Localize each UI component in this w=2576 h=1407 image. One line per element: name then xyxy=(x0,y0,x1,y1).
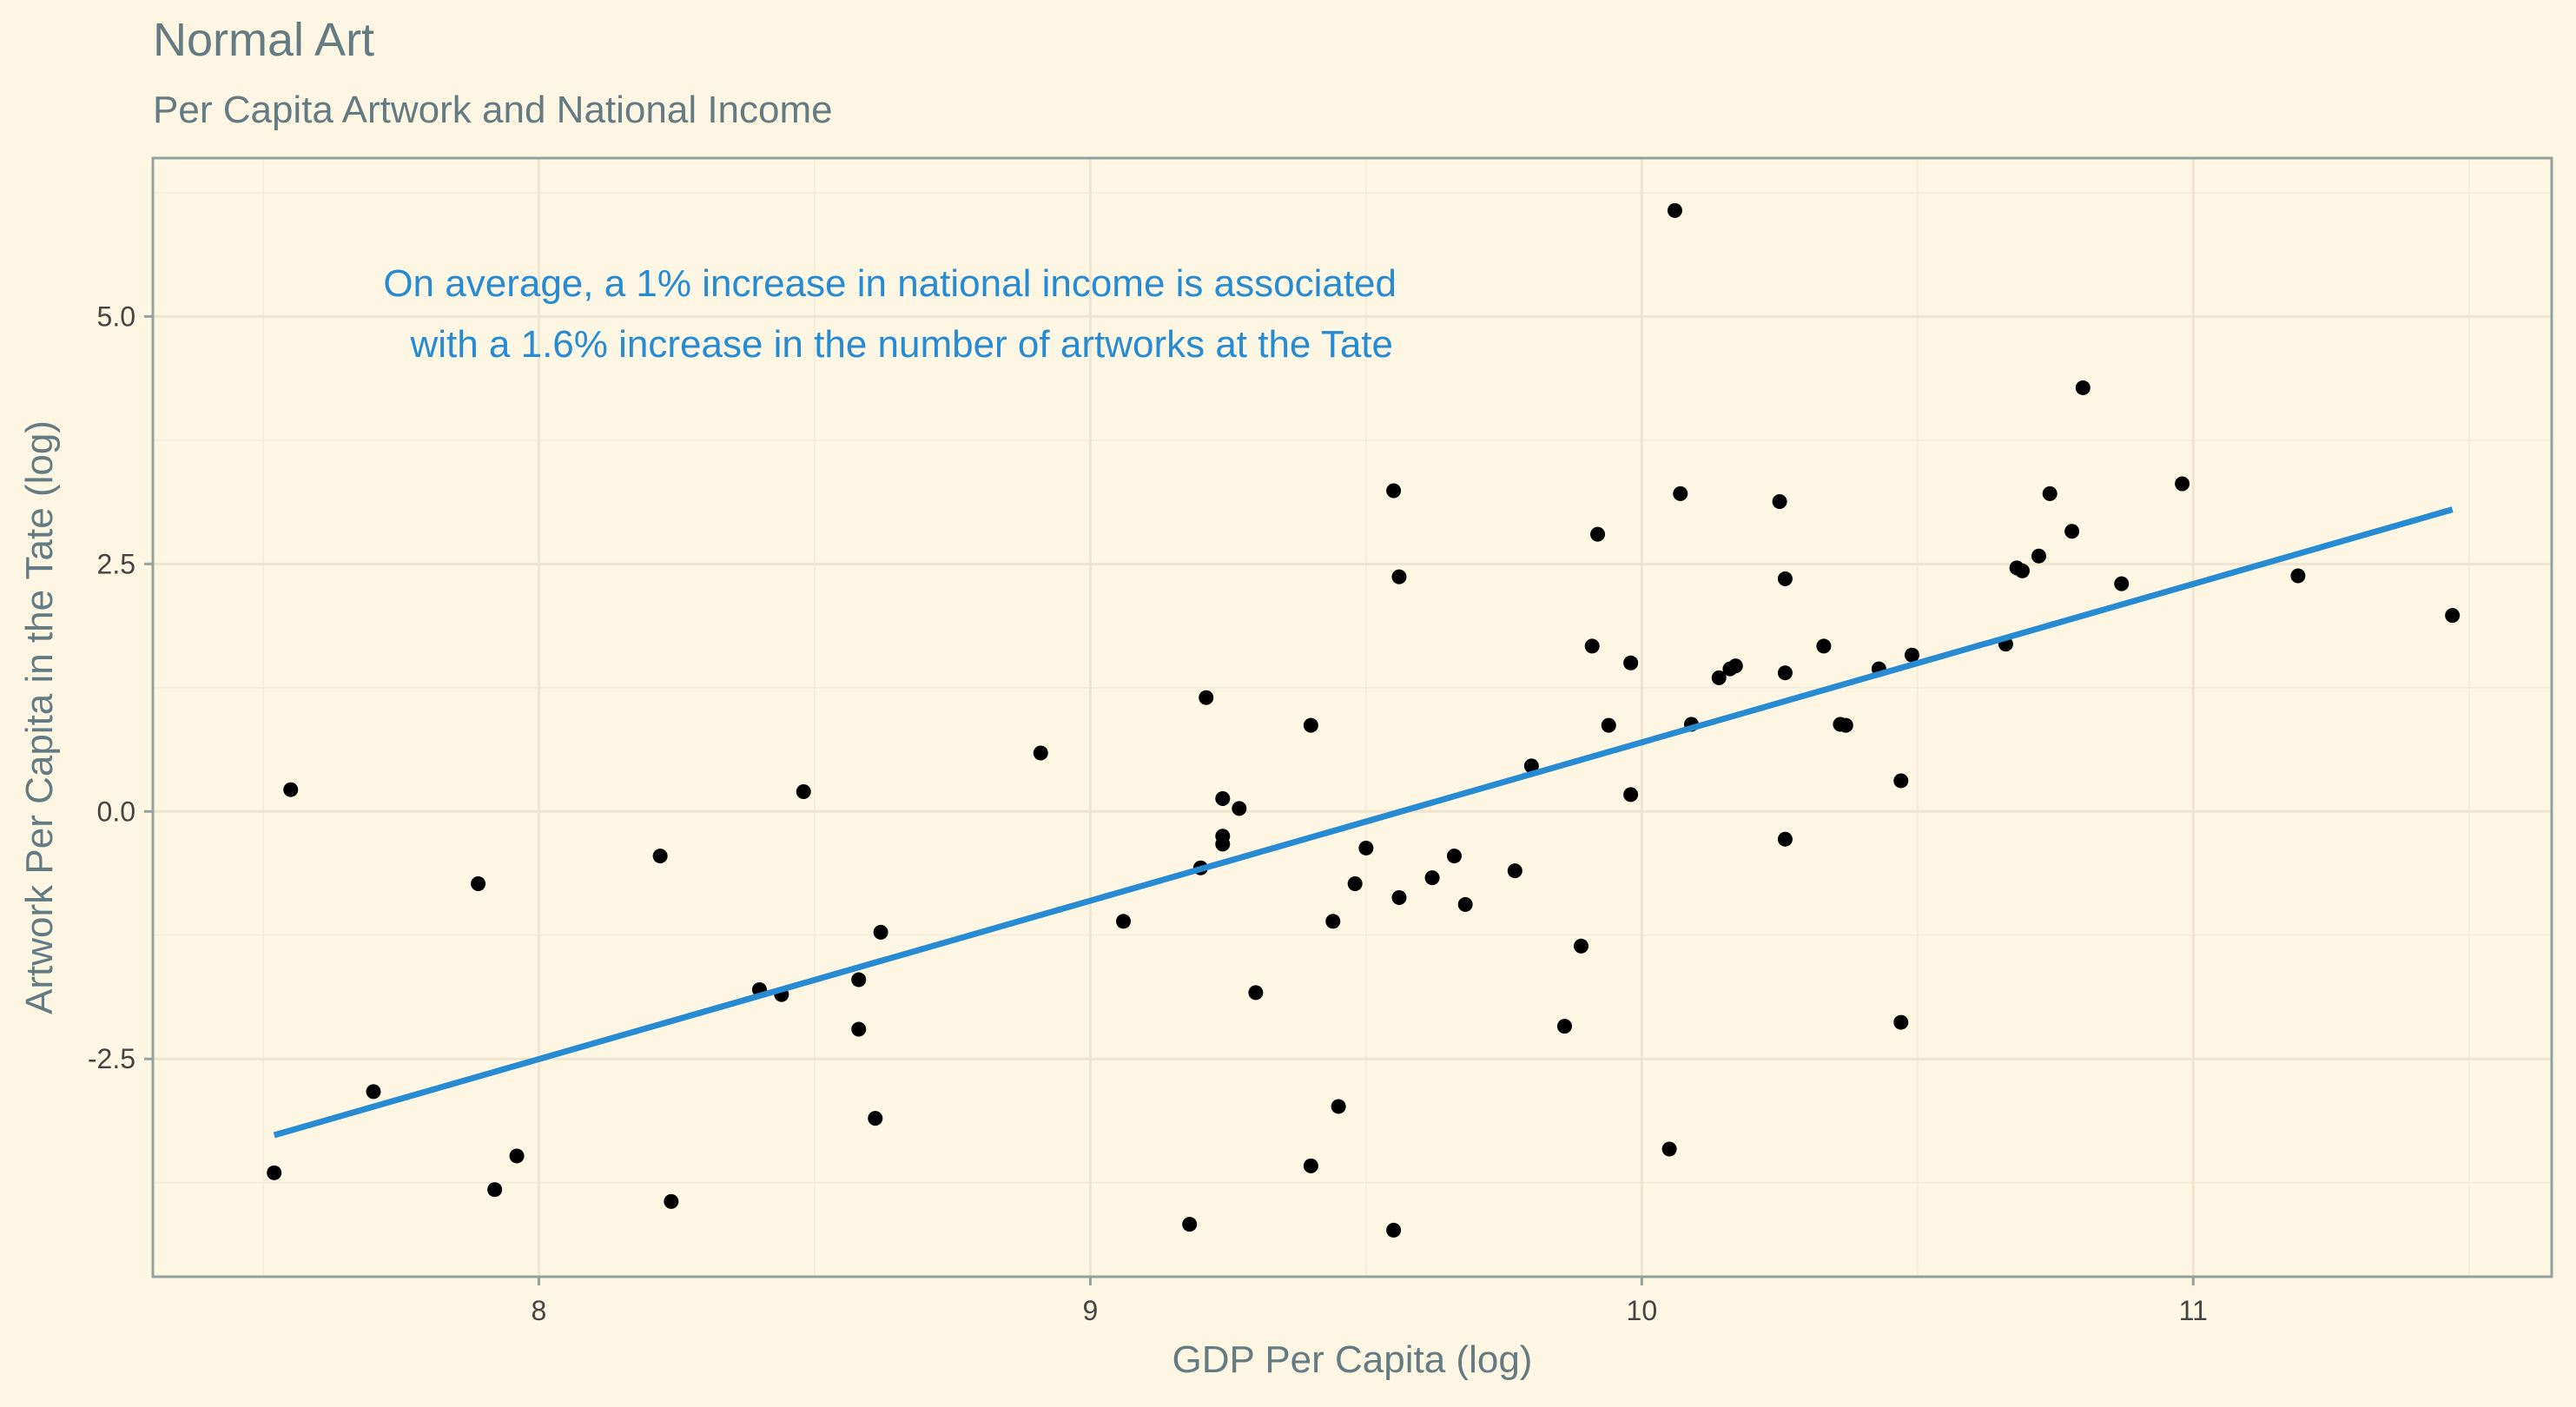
data-points xyxy=(267,202,2460,1238)
data-point xyxy=(2064,524,2080,539)
data-point xyxy=(1904,647,1919,663)
data-point xyxy=(1347,875,1363,891)
data-point xyxy=(2042,486,2057,501)
data-point xyxy=(1711,670,1727,685)
x-tick-label: 11 xyxy=(2179,1295,2208,1326)
data-point xyxy=(366,1084,381,1100)
data-point xyxy=(664,1193,679,1209)
data-point xyxy=(1303,1158,1318,1173)
data-point xyxy=(1033,745,1048,761)
data-point xyxy=(1331,1099,1346,1114)
regression-line xyxy=(273,506,2454,1139)
data-point xyxy=(1777,831,1793,847)
data-point xyxy=(2014,563,2030,578)
data-point xyxy=(1661,1141,1677,1157)
y-axis-title: Artwork Per Capita in the Tate (log) xyxy=(18,420,61,1014)
data-point xyxy=(1893,773,1909,789)
data-point xyxy=(1777,571,1793,586)
data-point xyxy=(1574,938,1589,954)
data-point xyxy=(1838,717,1853,733)
data-point xyxy=(1386,483,1402,499)
data-point xyxy=(1623,787,1639,803)
data-point xyxy=(1358,840,1374,855)
data-point xyxy=(1893,1014,1909,1030)
data-point xyxy=(1303,717,1318,733)
data-point xyxy=(1507,863,1522,879)
x-tick-label: 8 xyxy=(532,1295,547,1326)
data-point xyxy=(1777,665,1793,681)
x-tick-label: 9 xyxy=(1083,1295,1099,1326)
data-point xyxy=(851,972,867,988)
y-tick-label: 5.0 xyxy=(97,301,135,332)
y-axis-ticks: -2.5 0.0 2.5 5.0 xyxy=(88,301,153,1074)
data-point xyxy=(1623,655,1639,670)
data-point xyxy=(1590,526,1606,542)
y-tick-label: -2.5 xyxy=(88,1043,135,1074)
data-point xyxy=(2075,380,2091,395)
x-axis-ticks: 8 9 10 11 xyxy=(532,1277,2208,1326)
data-point xyxy=(1523,758,1539,774)
data-point xyxy=(1601,717,1616,733)
data-point xyxy=(1386,1222,1402,1238)
data-point xyxy=(1772,494,1787,510)
data-point xyxy=(1391,569,1407,585)
x-tick-label: 10 xyxy=(1627,1295,1658,1326)
minor-gridlines xyxy=(153,158,2552,1277)
data-point xyxy=(1667,202,1682,218)
data-point xyxy=(487,1182,503,1198)
data-point xyxy=(1199,690,1214,705)
data-point xyxy=(2290,568,2306,584)
y-tick-label: 2.5 xyxy=(97,548,135,579)
data-point xyxy=(2175,476,2190,492)
data-point xyxy=(1673,486,1688,501)
data-point xyxy=(652,849,668,864)
data-point xyxy=(1248,985,1264,1001)
data-point xyxy=(1556,1019,1572,1034)
data-point xyxy=(509,1148,525,1164)
data-point xyxy=(2114,576,2130,591)
data-point xyxy=(2031,548,2047,564)
data-point xyxy=(1816,638,1832,654)
data-point xyxy=(1424,870,1440,886)
data-point xyxy=(1215,790,1231,806)
data-point xyxy=(851,1021,867,1037)
data-point xyxy=(1325,914,1341,929)
data-point xyxy=(1446,849,1462,864)
annotation-line-2: with a 1.6% increase in the number of ar… xyxy=(409,323,1393,366)
data-point xyxy=(2445,608,2460,624)
data-point xyxy=(471,875,486,891)
data-point xyxy=(267,1165,282,1180)
data-point xyxy=(283,782,299,797)
data-point xyxy=(1232,801,1247,816)
chart-subtitle: Per Capita Artwork and National Income xyxy=(153,89,833,131)
data-point xyxy=(1584,638,1600,654)
data-point xyxy=(868,1111,883,1126)
chart-title: Normal Art xyxy=(153,14,374,66)
data-point xyxy=(1727,658,1743,674)
data-point xyxy=(1182,1217,1198,1232)
data-point xyxy=(873,924,888,940)
data-point xyxy=(1457,896,1473,912)
data-point xyxy=(1215,836,1231,852)
annotation-line-1: On average, a 1% increase in national in… xyxy=(383,262,1397,305)
plot-panel-border xyxy=(151,156,2553,1278)
x-axis-title: GDP Per Capita (log) xyxy=(1172,1338,1533,1381)
data-point xyxy=(796,783,811,799)
major-gridlines xyxy=(153,158,2552,1277)
data-point xyxy=(1391,889,1407,905)
data-point xyxy=(1115,914,1131,929)
y-tick-label: 0.0 xyxy=(97,796,135,827)
